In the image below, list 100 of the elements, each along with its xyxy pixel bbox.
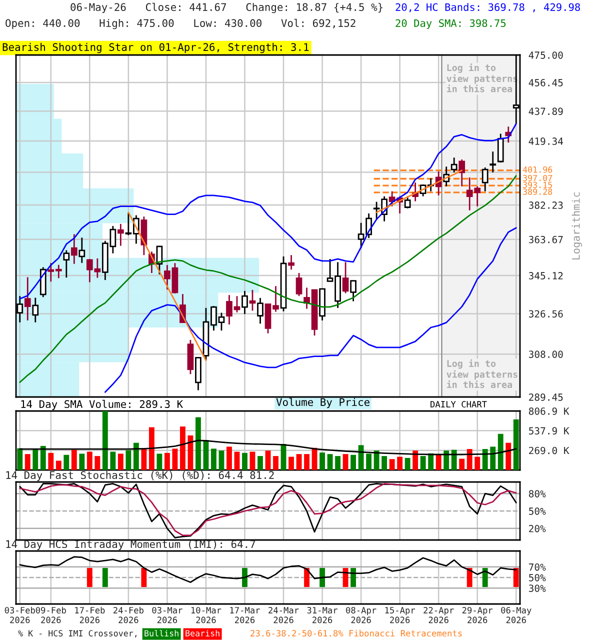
candlestick	[118, 223, 124, 247]
bar	[296, 454, 302, 470]
legend-title: % K - HCS IMI Crossover,	[18, 630, 136, 638]
bar	[506, 442, 512, 470]
y-tick-label: 20%	[529, 524, 546, 532]
bar	[211, 448, 216, 470]
bar	[148, 427, 154, 470]
bar	[358, 445, 364, 470]
y-tick-label: 326.56	[528, 310, 563, 318]
y-axis-title: Logarithmic	[572, 192, 582, 260]
candlestick	[63, 250, 70, 278]
x-tick-label: 09-Feb 2026	[36, 606, 66, 624]
bar	[498, 434, 504, 470]
candlestick	[249, 289, 256, 312]
bar	[366, 454, 372, 470]
text: DAILY CHART	[430, 401, 487, 408]
text: Bearish	[186, 630, 220, 636]
candlestick	[78, 236, 86, 264]
bar	[404, 458, 410, 470]
candlestick	[497, 133, 504, 164]
y-tick-label: 345.12	[528, 272, 563, 280]
candlestick	[458, 158, 466, 188]
candlestick	[257, 297, 264, 324]
bar	[250, 452, 256, 470]
bar	[172, 448, 178, 470]
bar	[342, 454, 348, 470]
bar	[474, 456, 480, 470]
bar	[304, 454, 310, 470]
text: 20,2 HC Bands: 369.78 , 429.98	[396, 3, 580, 12]
line-series	[19, 123, 517, 300]
bar	[428, 453, 434, 470]
bar	[350, 454, 356, 470]
x-tick-label: 03-Feb 2026	[4, 606, 35, 624]
bar	[482, 449, 488, 470]
bar	[102, 411, 108, 470]
line-series	[19, 556, 517, 583]
bar	[320, 452, 325, 470]
x-tick-label: 17-Feb 2026	[75, 606, 105, 624]
bar	[79, 454, 85, 470]
x-tick-label: 06-May 2026	[501, 606, 532, 624]
bar	[17, 448, 23, 470]
x-tick-label: 10-Mar 2026	[191, 606, 222, 624]
bar	[218, 450, 224, 470]
bar	[382, 456, 388, 470]
bar	[196, 417, 201, 470]
candlestick	[296, 272, 302, 297]
line-series	[19, 440, 517, 456]
annotation: Log in to view patterns in this area	[446, 359, 518, 388]
candlestick	[404, 196, 411, 210]
bar	[265, 450, 271, 470]
bar	[141, 449, 147, 470]
bar	[459, 458, 465, 470]
bar	[288, 456, 294, 470]
text: Bearish Shooting Star on 01-Apr-26, Strength: 3.1	[2, 42, 309, 54]
x-tick-label: 03-Mar 2026	[152, 606, 182, 624]
x-tick-label: 24-Feb 2026	[114, 606, 144, 624]
bar	[71, 450, 77, 470]
bar	[180, 426, 186, 470]
ref-line-label: 397.07	[523, 174, 552, 182]
y-tick-label: 269.0 K	[529, 446, 570, 454]
y-tick-label: 537.9 K	[529, 427, 570, 435]
candlestick	[288, 254, 294, 270]
y-tick-label: 456.45	[528, 79, 563, 86]
y-tick-label: 363.67	[528, 236, 563, 244]
bar	[86, 452, 92, 470]
bar	[451, 450, 457, 470]
y-tick-label: 308.00	[528, 350, 563, 358]
x-tick-label: 29-Apr 2026	[462, 606, 493, 624]
bar	[110, 452, 116, 470]
y-tick-label: 50%	[529, 574, 546, 582]
text: Volume By Price	[276, 398, 370, 408]
bar	[335, 456, 340, 470]
candlestick	[32, 297, 39, 324]
ref-line-label: 389.28	[523, 188, 552, 195]
x-tick-label: 08-Apr 2026	[346, 606, 376, 624]
y-tick-label: 30%	[528, 584, 546, 592]
chart-subtitle: Open: 440.00 High: 475.00 Low: 430.00 Vol: 692,152	[6, 18, 356, 30]
candlestick	[242, 290, 248, 315]
bar	[490, 446, 496, 470]
text: 23.6-38.2-50-61.8% Fibonacci Retracements	[250, 630, 462, 637]
y-tick-label: 70%	[528, 563, 546, 571]
bar	[389, 459, 395, 470]
candlestick	[482, 166, 488, 192]
chart-title: 06-May-26 Close: 441.67 Change: 18.87 {+4.5 %}	[70, 2, 382, 14]
line-series	[128, 212, 207, 362]
candlestick	[24, 276, 31, 322]
bar	[444, 450, 450, 470]
y-tick-label: 289.45	[529, 394, 563, 401]
bar	[156, 454, 162, 470]
bar	[133, 442, 139, 470]
x-tick-label: 24-Mar 2026	[268, 606, 299, 624]
y-tick-label: 80%	[528, 490, 546, 498]
y-tick-label: 475.00	[528, 52, 563, 59]
y-tick-label: 382.23	[528, 202, 563, 209]
candlestick	[342, 261, 349, 294]
line-series	[104, 227, 517, 393]
bar	[242, 452, 248, 470]
bar	[234, 452, 240, 470]
bar	[258, 456, 263, 470]
bar	[126, 450, 132, 470]
